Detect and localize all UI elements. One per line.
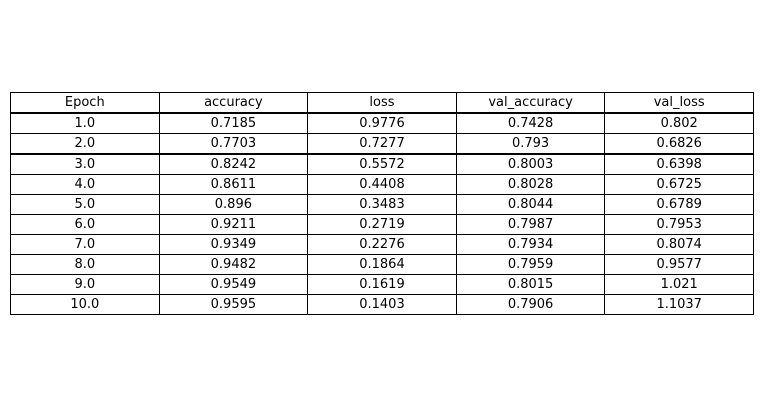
table-cell: 6.0 [10, 214, 160, 235]
table-cell: 0.9549 [158, 274, 309, 295]
table-cell: 1.0 [10, 112, 160, 134]
table-cell: 0.4408 [307, 174, 457, 195]
column-header: val_loss [604, 92, 754, 114]
table-cell: 0.9595 [158, 294, 309, 315]
table-cell: 0.1864 [307, 254, 457, 275]
table-cell: 0.8242 [158, 153, 309, 175]
table-cell: 0.5572 [307, 153, 457, 175]
table-row: 6.0 0.9211 0.2719 0.7987 0.7953 [10, 214, 754, 235]
table-cell: 0.2276 [307, 234, 457, 255]
table-header-row: Epoch accuracy loss val_accuracy val_loss [10, 92, 754, 114]
table-cell: 0.1619 [307, 274, 457, 295]
table-row: 4.0 0.8611 0.4408 0.8028 0.6725 [10, 174, 754, 195]
table-cell: 1.1037 [604, 294, 754, 315]
table-cell: 0.9211 [158, 214, 309, 235]
table-cell: 0.9577 [604, 254, 754, 275]
table-row: 8.0 0.9482 0.1864 0.7959 0.9577 [10, 254, 754, 275]
table-cell: 0.7959 [455, 254, 606, 275]
table-cell: 0.9482 [158, 254, 309, 275]
table-cell: 0.8044 [455, 194, 606, 215]
table-cell: 7.0 [10, 234, 160, 255]
table-cell: 0.9349 [158, 234, 309, 255]
table-row: 3.0 0.8242 0.5572 0.8003 0.6398 [10, 153, 754, 175]
table-cell: 0.7277 [307, 133, 457, 155]
table-cell: 0.6789 [604, 194, 754, 215]
table-cell: 0.7906 [455, 294, 606, 315]
table-cell: 0.8015 [455, 274, 606, 295]
table-cell: 8.0 [10, 254, 160, 275]
column-header: accuracy [158, 92, 309, 114]
table-cell: 0.1403 [307, 294, 457, 315]
table-body: 1.0 0.7185 0.9776 0.7428 0.802 2.0 0.7703 0.727… [10, 112, 754, 315]
table-cell: 10.0 [10, 294, 160, 315]
table-cell: 0.8074 [604, 234, 754, 255]
table-cell: 0.7987 [455, 214, 606, 235]
table-cell: 0.8003 [455, 153, 606, 175]
table-cell: 0.6725 [604, 174, 754, 195]
results-table: Epoch accuracy loss val_accuracy val_loss 1.… [10, 92, 754, 315]
table-cell: 0.793 [455, 133, 606, 155]
table-cell: 0.9776 [307, 112, 457, 134]
table-cell: 3.0 [10, 153, 160, 175]
table-cell: 0.6826 [604, 133, 754, 155]
table-cell: 0.896 [158, 194, 309, 215]
results-table-container: Epoch accuracy loss val_accuracy val_loss 1.… [10, 92, 754, 315]
table-cell: 0.6398 [604, 153, 754, 175]
table-cell: 5.0 [10, 194, 160, 215]
column-header: val_accuracy [455, 92, 606, 114]
table-cell: 0.7703 [158, 133, 309, 155]
table-cell: 0.8028 [455, 174, 606, 195]
table-cell: 2.0 [10, 133, 160, 155]
table-row: 9.0 0.9549 0.1619 0.8015 1.021 [10, 274, 754, 295]
table-cell: 0.7934 [455, 234, 606, 255]
table-cell: 9.0 [10, 274, 160, 295]
table-row: 5.0 0.896 0.3483 0.8044 0.6789 [10, 194, 754, 215]
table-row: 10.0 0.9595 0.1403 0.7906 1.1037 [10, 294, 754, 315]
column-header: loss [307, 92, 457, 114]
table-cell: 0.7428 [455, 112, 606, 134]
table-cell: 0.3483 [307, 194, 457, 215]
table-cell: 0.7185 [158, 112, 309, 134]
table-row: 1.0 0.7185 0.9776 0.7428 0.802 [10, 112, 754, 134]
table-cell: 0.7953 [604, 214, 754, 235]
table-row: 7.0 0.9349 0.2276 0.7934 0.8074 [10, 234, 754, 255]
table-cell: 1.021 [604, 274, 754, 295]
column-header: Epoch [10, 92, 160, 114]
table-cell: 0.802 [604, 112, 754, 134]
table-cell: 0.8611 [158, 174, 309, 195]
table-cell: 4.0 [10, 174, 160, 195]
table-cell: 0.2719 [307, 214, 457, 235]
table-row: 2.0 0.7703 0.7277 0.793 0.6826 [10, 133, 754, 155]
